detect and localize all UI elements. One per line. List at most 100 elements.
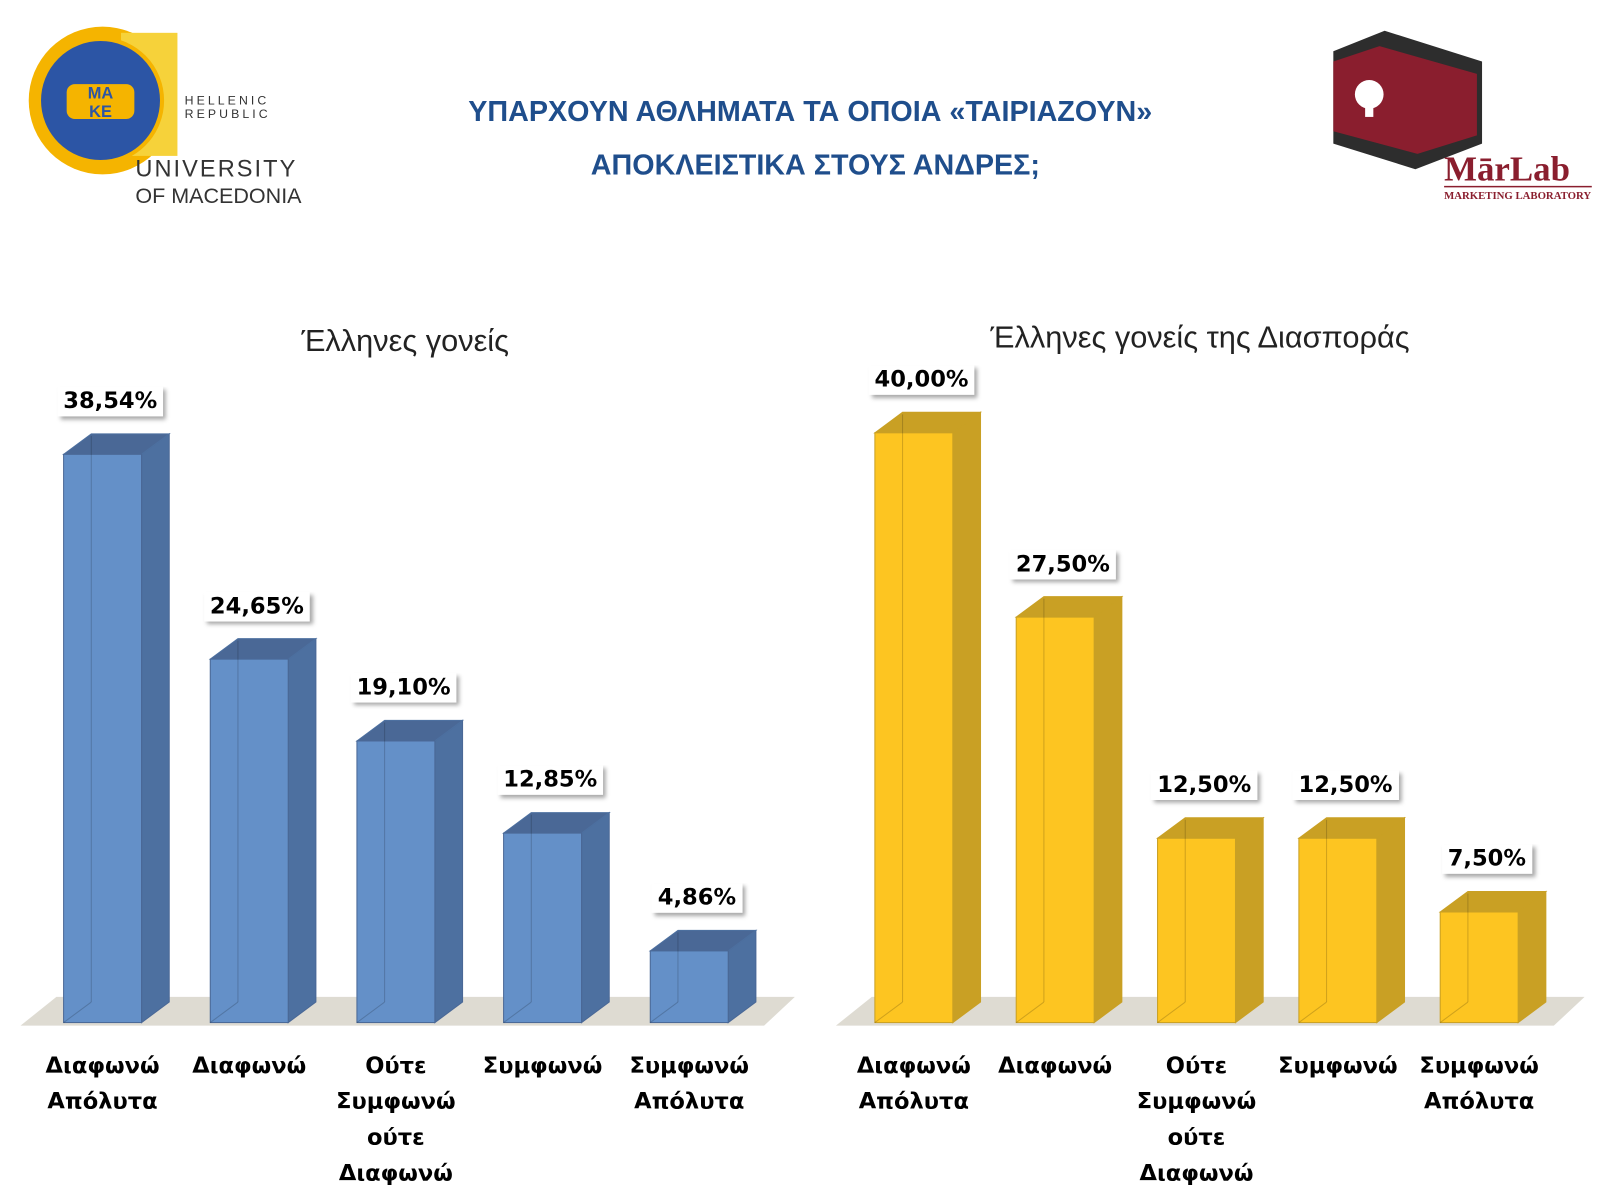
category-label-box: Συμφωνώ Απόλυτα — [1419, 1053, 1539, 1115]
category-label-box: Διαφωνώ Απόλυτα — [856, 1053, 971, 1115]
category-label-box: Διαφωνώ — [998, 1053, 1113, 1079]
seal-text: ΜΑ — [88, 84, 114, 102]
category-label: Συμφωνώ Απόλυτα — [629, 1053, 749, 1115]
bar — [1297, 816, 1407, 1024]
value-label-box: 38,54% — [28, 386, 192, 417]
bar-side — [1376, 816, 1406, 1024]
value-label-wrap: 12,85% — [468, 765, 632, 796]
category-label-box: Συμφωνώ — [1278, 1053, 1398, 1079]
bar-side — [1234, 816, 1264, 1024]
category-label: Διαφωνώ — [998, 1053, 1113, 1079]
value-label-wrap: 12,50% — [1263, 770, 1427, 801]
bar — [208, 637, 318, 1024]
value-label-box: 7,50% — [1405, 844, 1569, 875]
bar-edge — [1298, 1001, 1327, 1023]
value-label: 4,86% — [651, 883, 743, 913]
bar-edge — [1015, 1001, 1045, 1023]
bar-edge — [63, 1001, 92, 1023]
bar-front — [649, 950, 729, 1024]
category-label: Διαφωνώ Απόλυτα — [856, 1053, 971, 1115]
value-label-box: 40,00% — [839, 365, 1003, 395]
bar-side — [952, 411, 982, 1024]
value-label: 12,50% — [1151, 770, 1258, 801]
value-label: 27,50% — [1009, 549, 1117, 580]
republic-text: HELLENIC — [185, 94, 270, 108]
value-label: 12,50% — [1292, 770, 1399, 801]
category-label-box: Διαφωνώ — [192, 1053, 307, 1079]
chart: Έλληνες γονείς 38,54% Διαφωνώ Απόλυτα 24,65… — [20, 323, 795, 1187]
category-label-box: Διαφωνώ Απόλυτα — [45, 1053, 160, 1115]
marlab-subtitle: MARKETING LABORATORY — [1444, 190, 1591, 202]
value-label-box: 24,65% — [175, 591, 339, 622]
slide-title: ΑΠΟΚΛΕΙΣΤΙΚΑ ΣΤΟΥΣ ΑΝΔΡΕΣ; — [591, 149, 1040, 181]
university-text: UNIVERSITY — [135, 155, 297, 181]
value-label-box: 12,50% — [1263, 770, 1427, 801]
bar — [502, 811, 611, 1024]
bar-front — [874, 432, 954, 1024]
bar-edge — [209, 1001, 239, 1023]
value-label-wrap: 38,54% — [28, 386, 192, 417]
bar-side — [1517, 890, 1547, 1024]
bar-edge — [649, 1001, 679, 1023]
category-label: Συμφωνώ — [1278, 1053, 1398, 1079]
bar — [648, 929, 758, 1024]
value-label: 7,50% — [1441, 844, 1533, 875]
chart-title: Έλληνες γονείς — [300, 323, 509, 358]
bar — [873, 411, 983, 1024]
university-text: OF MACEDONIA — [135, 184, 302, 208]
category-label-box: Ούτε Συμφωνώ ούτε Διαφωνώ — [1136, 1053, 1257, 1187]
bar-edge — [1157, 1001, 1186, 1023]
bar — [1014, 595, 1124, 1024]
bar — [355, 719, 465, 1024]
seal-text: ΚΕ — [89, 103, 112, 121]
bar-front — [1439, 911, 1519, 1024]
value-label-wrap: 24,65% — [175, 591, 339, 622]
slide-title: ΥΠΑΡΧΟΥΝ ΑΘΛΗΜΑΤΑ ΤΑ ΟΠΟΙΑ «ΤΑΙΡΙΑΖΟΥΝ» — [468, 96, 1152, 128]
value-label-box: 19,10% — [350, 673, 457, 704]
university-logo: ΜΑ ΚΕ HELLENIC REPUBLIC UNIVERSITY OF MA… — [28, 26, 302, 208]
bar-edge — [503, 1001, 532, 1023]
seal-band — [66, 84, 135, 119]
category-label: Συμφωνώ — [482, 1053, 603, 1079]
bar — [1155, 816, 1265, 1024]
bar-side — [581, 811, 610, 1024]
bar — [62, 432, 171, 1024]
republic-text: REPUBLIC — [185, 107, 271, 121]
value-label-box: 12,50% — [1122, 770, 1286, 801]
category-label: Συμφωνώ Απόλυτα — [1419, 1053, 1539, 1115]
value-label-wrap: 7,50% — [1405, 844, 1569, 875]
bar-front — [63, 453, 143, 1024]
category-label-box: Συμφωνώ — [482, 1053, 603, 1079]
value-label-box: 4,86% — [615, 883, 779, 913]
category-label: Διαφωνώ Απόλυτα — [45, 1053, 160, 1115]
bar-front — [209, 658, 289, 1024]
category-label: Ούτε Συμφωνώ ούτε Διαφωνώ — [1136, 1053, 1257, 1187]
marlab-logo: MārLab MARKETING LABORATORY — [1333, 30, 1592, 202]
bar-front — [356, 740, 436, 1024]
bar — [1438, 890, 1548, 1024]
box-front — [1333, 46, 1477, 154]
bar-edge — [356, 1001, 385, 1023]
category-label: Διαφωνώ — [192, 1053, 307, 1079]
bar-front — [503, 832, 583, 1024]
bar-edge — [1439, 1001, 1469, 1023]
value-label: 19,10% — [350, 673, 457, 704]
value-label: 40,00% — [868, 365, 975, 395]
value-label-wrap: 12,50% — [1122, 770, 1286, 801]
bar-front — [1157, 837, 1236, 1024]
value-label-wrap: 40,00% — [839, 365, 1003, 395]
bar-front — [1298, 837, 1378, 1024]
category-label: Ούτε Συμφωνώ ούτε Διαφωνώ — [336, 1053, 456, 1187]
bar-side — [287, 637, 317, 1024]
bar-front — [1015, 616, 1095, 1024]
value-label: 12,85% — [497, 765, 604, 796]
bar-side — [1093, 595, 1123, 1024]
value-label-wrap: 4,86% — [615, 883, 779, 913]
bar-edge — [874, 1001, 903, 1023]
category-label-box: Ούτε Συμφωνώ ούτε Διαφωνώ — [336, 1053, 456, 1187]
category-label-box: Συμφωνώ Απόλυτα — [629, 1053, 749, 1115]
keyhole — [1365, 94, 1374, 117]
bar-side — [141, 432, 170, 1024]
